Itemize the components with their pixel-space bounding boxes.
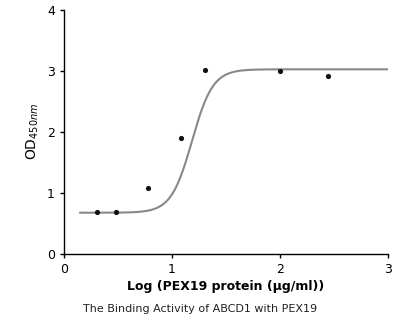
Point — [325, 74, 332, 79]
Point — [277, 68, 283, 73]
X-axis label: Log (PEX19 protein (μg/ml)): Log (PEX19 protein (μg/ml)) — [127, 280, 325, 293]
Point — [93, 210, 100, 215]
Point — [201, 68, 208, 73]
Y-axis label: OD$_{450nm}$: OD$_{450nm}$ — [25, 103, 42, 160]
Point — [177, 135, 184, 140]
Text: The Binding Activity of ABCD1 with PEX19: The Binding Activity of ABCD1 with PEX19 — [83, 304, 317, 314]
Point — [112, 210, 119, 215]
Point — [145, 185, 151, 190]
